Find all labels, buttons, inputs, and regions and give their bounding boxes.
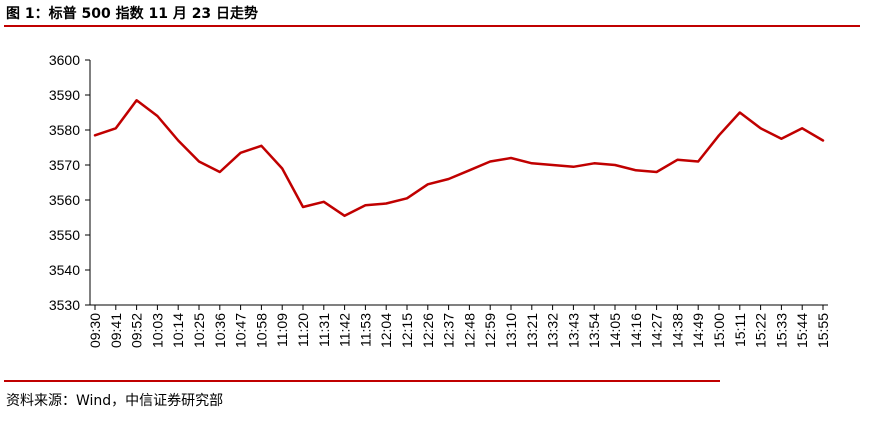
data-point	[94, 134, 96, 137]
data-point	[759, 127, 762, 130]
series-line	[93, 99, 825, 218]
x-tick-label: 09:52	[129, 313, 145, 348]
x-tick-label: 15:00	[711, 313, 727, 348]
y-tick-label: 3530	[49, 297, 80, 313]
data-point	[801, 127, 803, 130]
data-point	[593, 162, 595, 165]
data-point	[198, 160, 200, 163]
data-point	[447, 178, 450, 180]
x-tick-label: 10:36	[212, 313, 228, 348]
data-point	[219, 171, 221, 173]
x-tick-label: 14:05	[607, 313, 623, 348]
x-tick-label: 13:32	[545, 313, 561, 348]
x-tick-label: 15:55	[815, 313, 831, 348]
x-tick-label: 12:48	[461, 313, 477, 348]
x-tick-label: 12:26	[420, 313, 436, 348]
x-tick-label: 11:42	[337, 313, 353, 347]
x-tick-label: 12:04	[378, 313, 394, 348]
data-point	[281, 167, 284, 170]
data-point	[156, 115, 159, 117]
y-axis: 3530 3540 3550 3560 3570 3580 3590 3600	[49, 52, 91, 313]
data-point	[718, 134, 720, 137]
x-tick-label: 14:38	[669, 313, 685, 348]
source-divider	[4, 380, 720, 382]
data-point	[614, 164, 616, 166]
y-tick-label: 3540	[49, 262, 80, 278]
x-tick-label: 11:53	[357, 313, 373, 347]
y-tick-label: 3550	[49, 227, 80, 243]
data-point	[676, 158, 679, 161]
x-tick-label: 13:10	[503, 313, 519, 348]
x-tick-label: 14:27	[649, 313, 665, 348]
title-divider	[4, 25, 860, 27]
y-tick-label: 3590	[49, 87, 80, 103]
series-layer	[93, 99, 825, 218]
data-point	[780, 137, 783, 140]
x-tick-label: 15:44	[794, 313, 810, 348]
data-point	[260, 144, 263, 147]
data-point	[531, 162, 533, 165]
x-tick-label: 15:22	[753, 313, 769, 348]
data-point	[323, 200, 325, 203]
data-point	[572, 165, 575, 168]
data-point	[427, 183, 429, 186]
x-tick-label: 10:25	[191, 313, 207, 348]
x-tick-label: 10:14	[170, 313, 186, 348]
data-point	[239, 151, 242, 154]
x-tick-label: 12:37	[441, 313, 457, 348]
data-point	[655, 171, 658, 173]
x-tick-label: 14:16	[628, 313, 644, 348]
y-tick-label: 3600	[49, 52, 80, 68]
data-point	[551, 164, 554, 166]
x-tick-label: 10:47	[233, 313, 249, 348]
x-tick-label: 13:43	[565, 313, 581, 348]
x-tick-label: 12:59	[482, 313, 498, 348]
x-tick-label: 09:30	[87, 313, 103, 348]
data-point	[489, 160, 492, 163]
x-tick-label: 10:03	[149, 313, 165, 348]
data-point	[468, 169, 471, 172]
data-point	[822, 139, 824, 142]
data-point	[343, 214, 346, 217]
data-point	[302, 206, 304, 208]
figure-title: 图 1：标普 500 指数 11 月 23 日走势	[6, 6, 259, 22]
data-point	[115, 127, 117, 130]
y-tick-label: 3560	[49, 192, 80, 208]
x-tick-label: 11:20	[295, 313, 311, 347]
data-point	[510, 157, 512, 159]
data-point	[697, 160, 699, 163]
data-point	[177, 139, 179, 142]
x-tick-label: 14:49	[690, 313, 706, 348]
x-tick-label: 11:31	[316, 313, 332, 347]
x-tick-label: 13:54	[586, 313, 602, 348]
x-tick-label: 12:15	[399, 313, 415, 348]
source-note: 资料来源：Wind，中信证券研究部	[6, 393, 224, 409]
data-point	[635, 169, 637, 172]
x-tick-label: 15:11	[732, 313, 748, 347]
data-point	[406, 197, 408, 200]
y-tick-label: 3570	[49, 157, 80, 173]
x-tick-label: 11:09	[274, 313, 290, 347]
data-point	[385, 202, 388, 205]
x-tick-label: 09:41	[108, 313, 124, 348]
y-tick-label: 3580	[49, 122, 80, 138]
x-tick-label: 15:33	[773, 313, 789, 348]
x-tick-label: 13:21	[524, 313, 540, 348]
x-axis: 09:30 09:41 09:52 10:03 10:14 10:25 10:36 10:47…	[87, 304, 831, 348]
data-point	[135, 99, 138, 102]
x-tick-label: 10:58	[253, 313, 269, 348]
data-point	[739, 111, 741, 114]
data-point	[364, 204, 367, 207]
